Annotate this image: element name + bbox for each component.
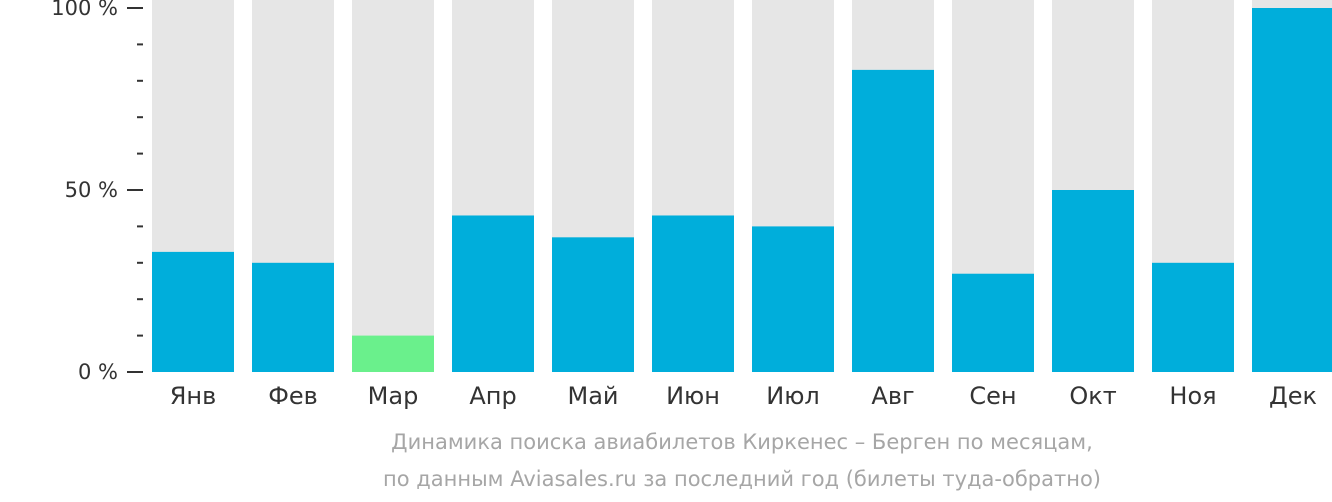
x-tick-label: Фев (268, 382, 318, 410)
bar-value (652, 215, 734, 372)
bar-value (752, 226, 834, 372)
y-tick-label: 100 % (51, 0, 118, 20)
bar-value (852, 69, 934, 372)
bars-group (152, 0, 1332, 372)
bar-background (352, 0, 434, 372)
bar-value (552, 237, 634, 372)
x-tick-label: Мар (368, 382, 419, 410)
bar-value (1152, 262, 1234, 372)
x-axis-labels: Янв Фев Мар Апр Май Июн Июл Авг Сен Окт Ноя Дек (170, 382, 1317, 410)
x-tick-label: Авг (871, 382, 914, 410)
x-tick-label: Сен (969, 382, 1016, 410)
bar-value (1052, 190, 1134, 372)
y-tick-label: 50 % (65, 178, 118, 202)
x-tick-label: Май (567, 382, 618, 410)
x-tick-label: Окт (1069, 382, 1116, 410)
x-tick-label: Апр (469, 382, 516, 410)
x-tick-label: Янв (170, 382, 217, 410)
y-axis: 0 % 50 % 100 % (51, 0, 143, 384)
bar-value (952, 273, 1034, 372)
x-tick-label: Июн (666, 382, 720, 410)
bar-value (252, 262, 334, 372)
y-tick-label: 0 % (78, 360, 118, 384)
chart-caption-line-2: по данным Aviasales.ru за последний год … (383, 467, 1101, 491)
bar-value (452, 215, 534, 372)
x-tick-label: Дек (1269, 382, 1317, 410)
bar-highlight (352, 335, 434, 372)
chart-caption-line-1: Динамика поиска авиабилетов Киркенес – Б… (391, 430, 1093, 454)
x-tick-label: Июл (766, 382, 820, 410)
bar-value (1252, 8, 1332, 372)
x-tick-label: Ноя (1169, 382, 1216, 410)
bar-value (152, 251, 234, 372)
